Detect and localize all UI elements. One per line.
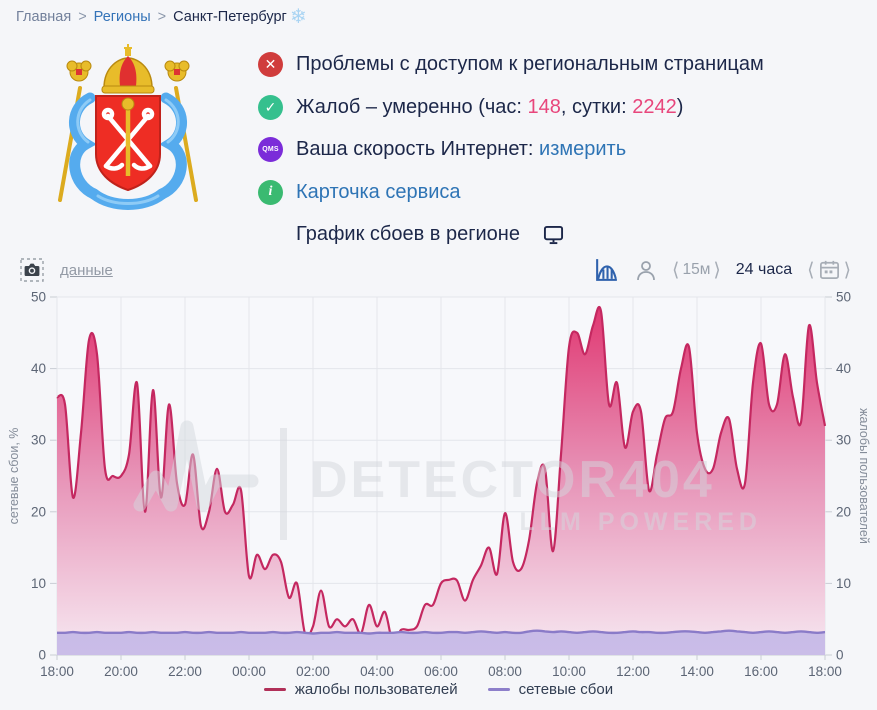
breadcrumb: Главная > Регионы > Санкт-Петербург (16, 9, 287, 25)
x-axis-tick: 16:00 (744, 664, 778, 679)
x-axis-tick: 06:00 (424, 664, 458, 679)
x-axis-tick: 20:00 (104, 664, 138, 679)
complaints-day-value: 2242 (632, 95, 677, 118)
monitor-icon[interactable] (543, 225, 564, 245)
interval-15m-label: 15м (682, 260, 711, 278)
status-access-problem: ✕ Проблемы с доступом к региональным стр… (258, 52, 764, 77)
breadcrumb-separator: > (157, 9, 167, 25)
x-axis-tick: 18:00 (40, 664, 74, 679)
complaints-hour-value: 148 (527, 95, 561, 118)
y-axis-tick-left: 0 (38, 648, 46, 663)
legend-dash-icon (487, 688, 510, 691)
check-icon: ✓ (258, 94, 283, 120)
status-list: ✕ Проблемы с доступом к региональным стр… (258, 52, 764, 247)
x-axis-tick: 22:00 (168, 664, 202, 679)
y-axis-tick-right: 40 (836, 361, 851, 376)
interval-15m-button[interactable]: ⟨ 15м ⟩ (672, 259, 721, 281)
series-line-1 (56, 629, 826, 635)
y-axis-tick-right: 10 (836, 576, 851, 591)
graph-title: График сбоев в регионе (296, 223, 520, 245)
breadcrumb-separator: > (78, 9, 87, 25)
calendar-icon[interactable] (818, 258, 841, 281)
y-axis-tick-left: 50 (31, 290, 46, 305)
series-area-1 (57, 630, 825, 655)
x-axis-tick: 18:00 (808, 664, 842, 679)
chart-legend: жалобы пользователей сетевые сбои (0, 681, 877, 698)
graph-title-row: График сбоев в регионе (258, 222, 764, 247)
data-link[interactable]: данные (60, 261, 113, 279)
status-service-card: i Карточка сервиса (258, 179, 764, 205)
screenshot-camera-icon[interactable] (20, 258, 44, 282)
x-axis-tick: 10:00 (552, 664, 586, 679)
access-problem-text: Проблемы с доступом к региональным стран… (296, 53, 764, 75)
breadcrumb-current-page: Санкт-Петербург (173, 9, 287, 25)
speedtest-text: Ваша скорость Интернет: измерить (296, 138, 627, 160)
breadcrumb-regions-link[interactable]: Регионы (93, 9, 151, 25)
distribution-chart-icon[interactable] (593, 256, 620, 283)
complaints-text: Жалоб – умеренно (час: 148, сутки: 2242) (296, 95, 684, 118)
y-axis-tick-right: 50 (836, 290, 851, 305)
watermark-text: DETECTOR404 (310, 451, 715, 509)
period-24h-button[interactable]: 24 часа (735, 260, 793, 278)
y-axis-tick-left: 30 (31, 433, 46, 448)
legend-dash-icon (263, 688, 286, 691)
y-axis-tick-right: 20 (836, 504, 851, 519)
y-axis-tick-left: 40 (31, 361, 46, 376)
x-axis-tick: 00:00 (232, 664, 266, 679)
chevron-left-icon: ⟨ (672, 258, 680, 281)
qms-badge-icon: QMS (258, 137, 283, 162)
service-card-link[interactable]: Карточка сервиса (296, 180, 461, 203)
chevron-right-icon: ⟩ (843, 258, 851, 281)
error-cross-icon: ✕ (258, 52, 283, 77)
legend-item-0[interactable]: жалобы пользователей (263, 681, 458, 698)
snowflake-icon: ❄ (290, 6, 307, 28)
chevron-left-icon: ⟨ (807, 258, 815, 281)
info-icon: i (258, 179, 283, 205)
chart-toolbar-left: данные (20, 258, 113, 282)
measure-speed-link[interactable]: измерить (539, 138, 627, 160)
y-axis-tick-left: 20 (31, 504, 46, 519)
y-axis-tick-right: 0 (836, 648, 844, 663)
y-axis-title-left: сетевые сбои, % (7, 428, 21, 525)
region-coat-of-arms (58, 44, 198, 210)
series-line-0 (55, 305, 827, 645)
x-axis-tick: 04:00 (360, 664, 394, 679)
outage-chart[interactable]: 0 0 10 10 20 20 30 30 40 40 50 50 18:00 20:00 22:00 00:… (0, 290, 877, 682)
legend-label: сетевые сбои (518, 681, 614, 698)
legend-item-1[interactable]: сетевые сбои (487, 681, 614, 698)
x-axis-tick: 02:00 (296, 664, 330, 679)
y-axis-title-right: жалобы пользователей (857, 408, 871, 544)
chart-toolbar-right: ⟨ 15м ⟩ 24 часа ⟨ ⟩ (593, 256, 851, 283)
x-axis-tick: 08:00 (488, 664, 522, 679)
user-icon[interactable] (635, 258, 657, 282)
breadcrumb-home-link[interactable]: Главная (16, 9, 72, 25)
series-area-0 (57, 306, 825, 655)
y-axis-tick-left: 10 (31, 576, 46, 591)
legend-label: жалобы пользователей (294, 681, 458, 698)
watermark-subtext: LLM POWERED (520, 508, 763, 536)
x-axis-tick: 12:00 (616, 664, 650, 679)
chevron-right-icon: ⟩ (713, 258, 721, 281)
calendar-nav-control[interactable]: ⟨ ⟩ (807, 258, 851, 281)
status-speedtest: QMS Ваша скорость Интернет: измерить (258, 137, 764, 162)
y-axis-tick-right: 30 (836, 433, 851, 448)
x-axis-tick: 14:00 (680, 664, 714, 679)
status-complaints: ✓ Жалоб – умеренно (час: 148, сутки: 224… (258, 94, 764, 120)
